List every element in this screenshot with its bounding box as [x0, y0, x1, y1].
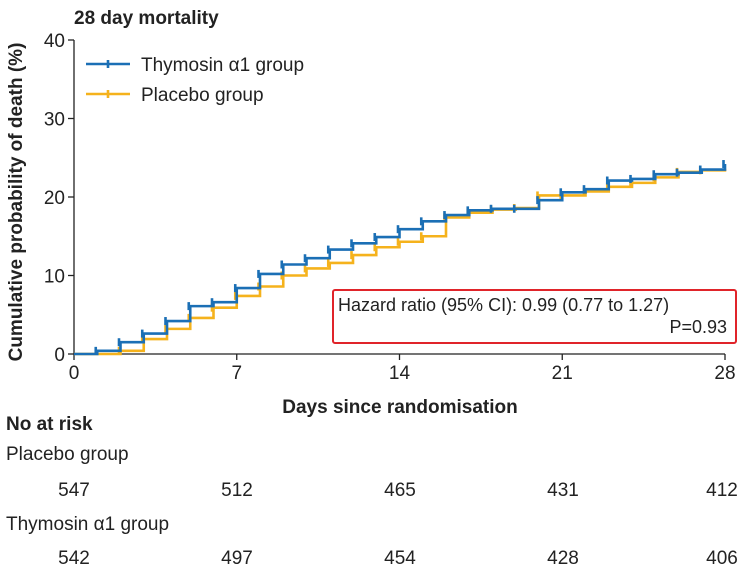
- risk-count: 497: [221, 548, 253, 569]
- hazard-ratio-text: Hazard ratio (95% CI): 0.99 (0.77 to 1.2…: [338, 295, 670, 315]
- risk-count: 465: [384, 480, 416, 501]
- y-tick-label: 20: [44, 188, 65, 209]
- risk-group-placebo-label: Placebo group: [6, 444, 129, 465]
- x-tick-label: 14: [389, 363, 411, 384]
- risk-table-title: No at risk: [6, 414, 93, 435]
- series-layer: [74, 160, 727, 356]
- x-axis-label: Days since randomisation: [282, 397, 517, 418]
- y-tick-label: 40: [44, 31, 65, 52]
- risk-count: 512: [221, 480, 253, 501]
- p-value-text: P=0.93: [669, 317, 727, 337]
- risk-count: 428: [547, 548, 579, 569]
- risk-count: 412: [706, 480, 738, 501]
- hazard-ratio-box: Hazard ratio (95% CI): 0.99 (0.77 to 1.2…: [332, 289, 737, 344]
- risk-group-thymosin-label: Thymosin α1 group: [6, 514, 170, 535]
- y-tick-label: 0: [54, 345, 65, 366]
- x-tick-label: 28: [714, 363, 735, 384]
- x-tick-label: 0: [69, 363, 80, 384]
- placebo-series-line: [74, 168, 727, 356]
- x-tick-label: 21: [552, 363, 573, 384]
- y-tick-label: 30: [44, 110, 65, 131]
- x-tick-label: 7: [231, 363, 242, 384]
- chart-title: 28 day mortality: [74, 8, 219, 29]
- legend-label: Placebo group: [141, 85, 264, 106]
- y-tick-label: 10: [44, 267, 65, 288]
- risk-count: 547: [58, 480, 90, 501]
- legend-label: Thymosin α1 group: [141, 55, 304, 76]
- risk-count: 406: [706, 548, 738, 569]
- risk-count: 542: [58, 548, 90, 569]
- legend: Thymosin α1 group Placebo group: [86, 55, 304, 106]
- thymosin-series-line: [74, 164, 727, 356]
- y-axis-label: Cumulative probability of death (%): [6, 43, 27, 362]
- risk-count: 431: [547, 480, 579, 501]
- risk-count: 454: [384, 548, 416, 569]
- axes: 0 7 14 21 28 0 10 20 30 40: [44, 31, 736, 384]
